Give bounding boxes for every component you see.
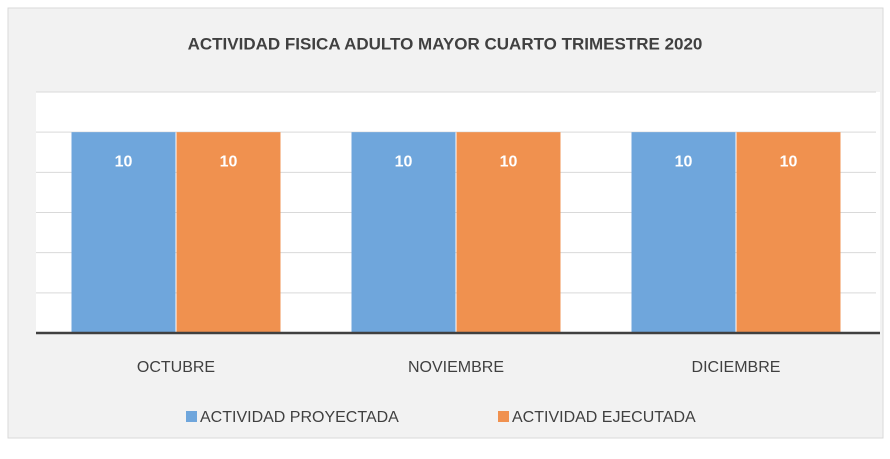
chart-title: ACTIVIDAD FISICA ADULTO MAYOR CUARTO TRI… <box>188 34 703 53</box>
data-label: 10 <box>500 153 518 170</box>
data-label: 10 <box>115 153 133 170</box>
bar <box>176 132 281 333</box>
x-tick-label: NOVIEMBRE <box>408 359 504 376</box>
data-label: 10 <box>675 153 693 170</box>
bar <box>456 132 561 333</box>
legend-label: ACTIVIDAD PROYECTADA <box>200 409 399 426</box>
bar <box>351 132 456 333</box>
data-label: 10 <box>220 153 238 170</box>
legend-swatch <box>498 411 509 422</box>
bar <box>631 132 736 333</box>
legend-label: ACTIVIDAD EJECUTADA <box>512 409 696 426</box>
data-label: 10 <box>780 153 798 170</box>
x-tick-label: DICIEMBRE <box>692 359 781 376</box>
bar <box>736 132 841 333</box>
x-tick-label: OCTUBRE <box>137 359 215 376</box>
bar <box>71 132 176 333</box>
data-label: 10 <box>395 153 413 170</box>
legend-swatch <box>186 411 197 422</box>
